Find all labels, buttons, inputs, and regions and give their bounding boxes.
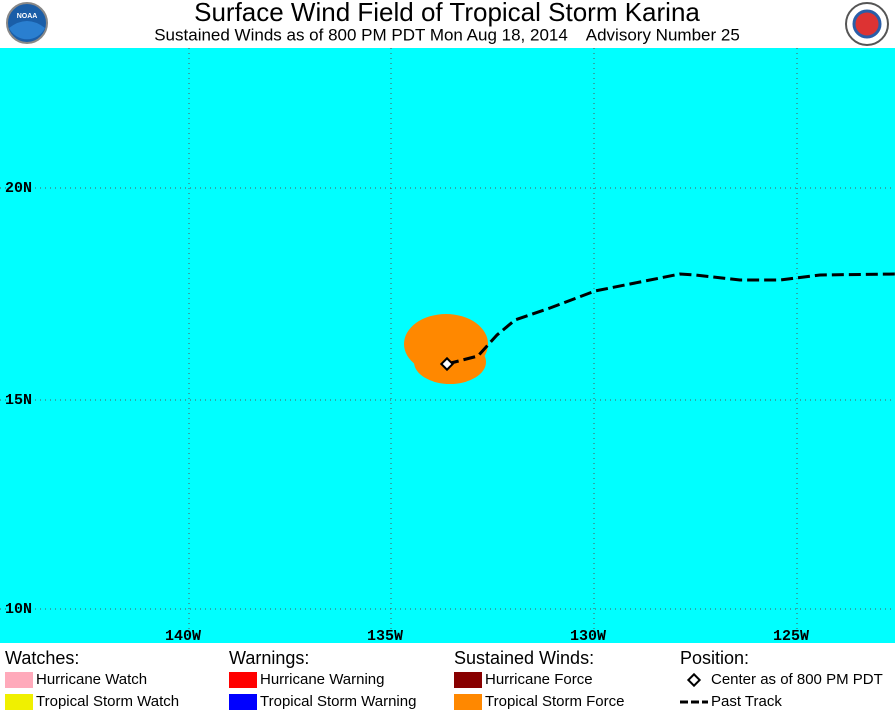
legend-label: Tropical Storm Watch (36, 693, 179, 710)
legend-label: Hurricane Watch (36, 671, 147, 688)
legend-center-symbol (686, 672, 702, 688)
past-track (446, 272, 895, 366)
lon-label: 135W (367, 628, 403, 645)
lon-label: 125W (773, 628, 809, 645)
legend-swatch (454, 672, 482, 688)
legend-label: Tropical Storm Force (485, 693, 624, 710)
lat-label: 10N (5, 601, 32, 618)
title: Surface Wind Field of Tropical Storm Kar… (194, 0, 700, 27)
subtitle: Sustained Winds as of 800 PM PDT Mon Aug… (154, 25, 740, 44)
legend-swatch (5, 694, 33, 710)
legend-label: Hurricane Warning (260, 671, 385, 688)
legend-swatch (229, 672, 257, 688)
legend-label: Hurricane Force (485, 671, 593, 688)
legend-swatch (5, 672, 33, 688)
legend-label: Center as of 800 PM PDT (711, 671, 883, 688)
legend-label: Tropical Storm Warning (260, 693, 416, 710)
lon-label: 130W (570, 628, 606, 645)
svg-text:NOAA: NOAA (17, 13, 38, 20)
noaa-logo: NOAA (6, 2, 48, 44)
storm-center (439, 356, 455, 372)
legend-title: Position: (680, 648, 749, 668)
lon-label: 140W (165, 628, 201, 645)
legend-title: Watches: (5, 648, 79, 668)
legend-swatch (454, 694, 482, 710)
lat-label: 20N (5, 180, 32, 197)
legend-label: Past Track (711, 693, 782, 710)
lat-label: 15N (5, 392, 32, 409)
legend-title: Warnings: (229, 648, 309, 668)
nws-logo (845, 2, 889, 46)
legend-title: Sustained Winds: (454, 648, 594, 668)
legend-swatch (229, 694, 257, 710)
